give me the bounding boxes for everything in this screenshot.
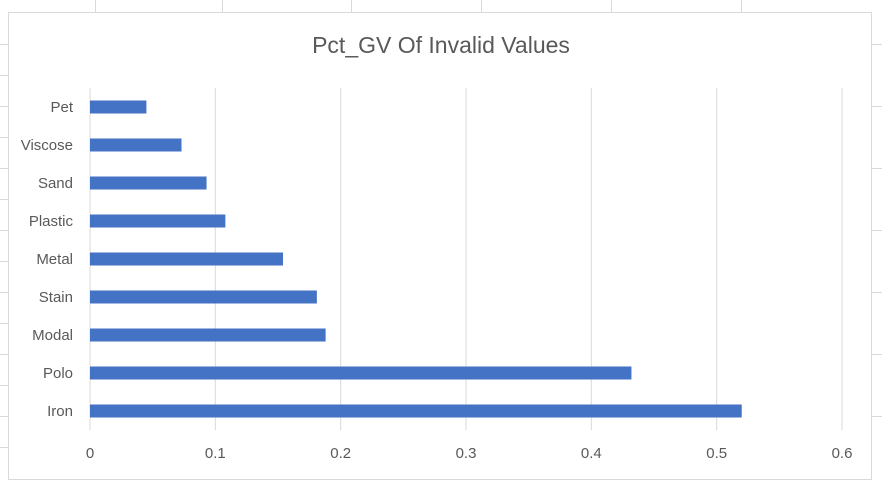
category-label: Plastic — [29, 213, 74, 230]
category-labels: Pet Viscose Sand Plastic Metal Stain Modal Polo… — [21, 99, 74, 420]
sheet-gridline — [222, 0, 223, 14]
sheet-gridline — [0, 416, 10, 417]
x-tick-label: 0.4 — [581, 445, 602, 462]
sheet-gridline — [0, 292, 10, 293]
sheet-gridline — [872, 292, 882, 293]
bar-sand[interactable] — [90, 176, 207, 190]
sheet-gridline — [0, 447, 10, 448]
sheet-gridline — [0, 168, 10, 169]
sheet-gridline — [0, 261, 10, 262]
sheet-gridline — [872, 416, 882, 417]
bar-modal[interactable] — [90, 328, 326, 342]
bar-polo[interactable] — [90, 366, 632, 380]
sheet-gridline — [872, 106, 882, 107]
sheet-gridline — [0, 199, 10, 200]
bars — [90, 100, 742, 418]
sheet-gridline — [872, 230, 882, 231]
chart-title: Pct_GV Of Invalid Values — [312, 32, 570, 58]
bar-metal[interactable] — [90, 252, 284, 266]
sheet-gridline — [611, 0, 612, 14]
x-tick-label: 0.6 — [832, 445, 853, 462]
bar-iron[interactable] — [90, 404, 742, 418]
x-tick-label: 0.5 — [706, 445, 727, 462]
sheet-gridline — [0, 323, 10, 324]
sheet-gridline — [0, 385, 10, 386]
sheet-gridline — [0, 230, 10, 231]
x-tick-label: 0.3 — [456, 445, 477, 462]
sheet-gridline — [872, 168, 882, 169]
category-label: Viscose — [21, 137, 73, 154]
sheet-gridline — [0, 354, 10, 355]
sheet-gridline — [0, 106, 10, 107]
category-label: Sand — [38, 175, 73, 192]
bar-stain[interactable] — [90, 290, 317, 304]
sheet-gridline — [741, 0, 742, 14]
category-label: Modal — [32, 327, 73, 344]
bar-plastic[interactable] — [90, 214, 226, 228]
sheet-gridline — [481, 0, 482, 14]
sheet-gridline — [872, 354, 882, 355]
chart-frame[interactable] — [8, 12, 872, 480]
category-label: Polo — [43, 365, 73, 382]
category-label: Metal — [36, 251, 73, 268]
x-tick-label: 0 — [86, 445, 94, 462]
x-tick-label: 0.2 — [330, 445, 351, 462]
sheet-gridline — [0, 44, 10, 45]
category-label: Pet — [50, 99, 73, 116]
bar-viscose[interactable] — [90, 138, 182, 152]
x-tick-labels: 0 0.1 0.2 0.3 0.4 0.5 0.6 — [86, 445, 853, 462]
sheet-gridline — [872, 44, 882, 45]
category-label: Stain — [39, 289, 73, 306]
bar-pet[interactable] — [90, 100, 147, 114]
sheet-gridline — [0, 137, 10, 138]
sheet-gridline — [351, 0, 352, 14]
category-label: Iron — [47, 403, 73, 420]
sheet-gridline — [0, 75, 10, 76]
sheet-gridline — [95, 0, 96, 14]
x-tick-label: 0.1 — [205, 445, 226, 462]
